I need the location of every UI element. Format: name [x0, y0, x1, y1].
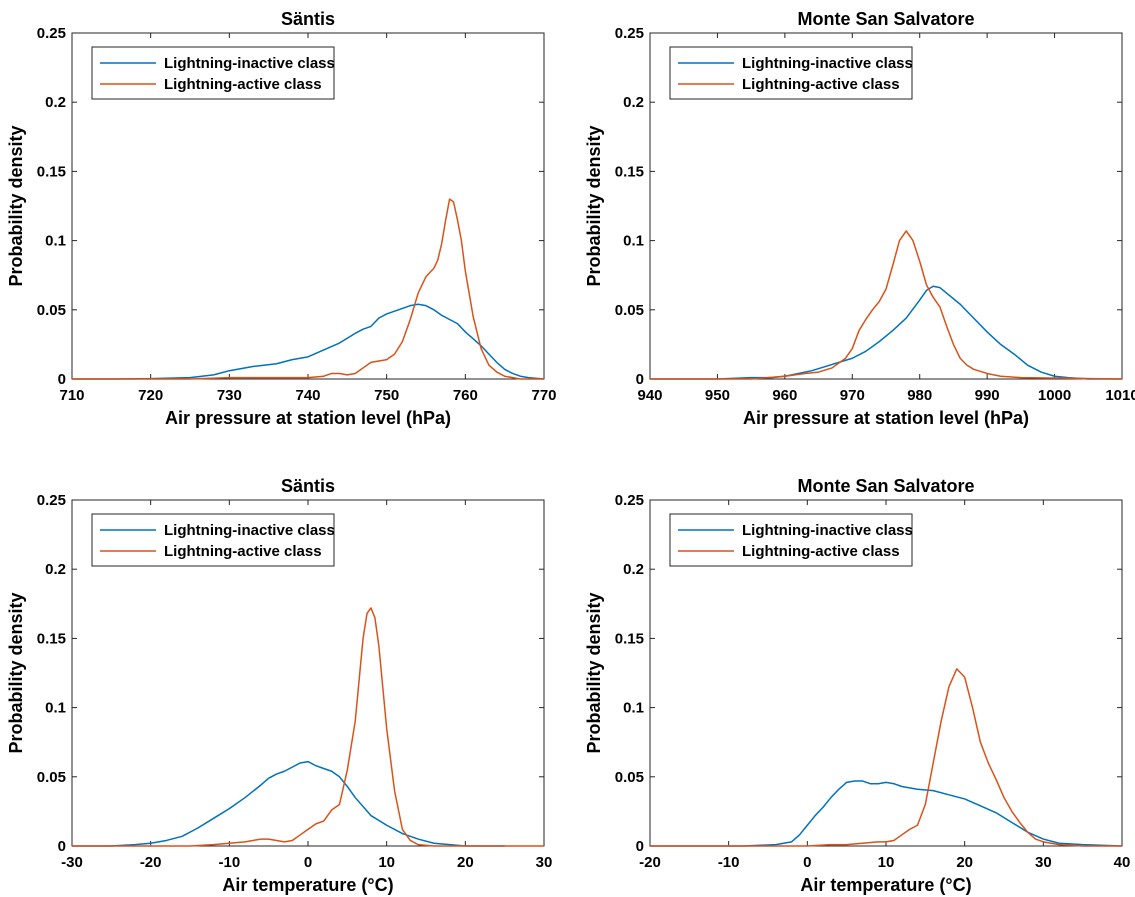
- y-tick-label: 0.25: [37, 25, 66, 42]
- x-tick-label: -10: [718, 854, 740, 871]
- series-line-lightning-active: [650, 668, 1122, 847]
- chart-panel-1: 710 720 730 740 750 760 770 0 0.05 0.1 0.15 0.2 0.25…: [6, 9, 557, 428]
- y-tick-label: 0.1: [45, 233, 66, 250]
- y-tick-label: 0.2: [45, 561, 66, 578]
- x-tick-label: 30: [1035, 854, 1052, 871]
- x-tick-label: 20: [457, 854, 474, 871]
- y-axis-label: Probability density: [584, 125, 604, 286]
- legend-box: [669, 46, 913, 100]
- x-tick-label: 720: [138, 387, 163, 404]
- y-tick-label: 0: [58, 838, 66, 855]
- y-axis-label: Probability density: [584, 592, 604, 753]
- x-tick-label: -30: [61, 854, 83, 871]
- x-tick-label: -20: [639, 854, 661, 871]
- y-axis-label: Probability density: [6, 125, 26, 286]
- legend-entry: Lightning-inactive class: [164, 522, 335, 539]
- legend: Lightning-inactive class Lightning-active…: [91, 513, 335, 567]
- y-tick-label: 0.2: [623, 94, 644, 111]
- legend-box: [669, 513, 913, 567]
- x-tick-label: 710: [59, 387, 84, 404]
- y-tick-label: 0.15: [37, 630, 66, 647]
- chart-title: Monte San Salvatore: [797, 476, 974, 496]
- x-axis-label: Air temperature (°C): [800, 875, 971, 895]
- y-tick-label: 0: [636, 838, 644, 855]
- x-tick-label: 940: [637, 387, 662, 404]
- legend-entry: Lightning-inactive class: [742, 55, 913, 72]
- y-tick-label: 0: [58, 371, 66, 388]
- x-tick-label: 970: [840, 387, 865, 404]
- series-line-lightning-inactive: [650, 780, 1123, 847]
- chart-title: Monte San Salvatore: [797, 9, 974, 29]
- series-line-lightning-active: [72, 607, 544, 847]
- x-tick-label: -20: [140, 854, 162, 871]
- y-tick-label: 0.25: [615, 492, 644, 509]
- legend: Lightning-inactive class Lightning-active…: [669, 513, 913, 567]
- x-tick-label: 40: [1114, 854, 1131, 871]
- legend-entry: Lightning-inactive class: [164, 55, 335, 72]
- chart-panel-2: 940 950 960 970 980 990 1000 1010 0 0.05 0.1 0.15 0.…: [584, 9, 1135, 428]
- series-line-lightning-inactive: [72, 303, 545, 380]
- y-tick-label: 0.05: [37, 769, 66, 786]
- series-line-lightning-inactive: [72, 760, 505, 847]
- x-tick-label: 1010: [1105, 387, 1135, 404]
- chart-panel-4: -20 -10 0 10 20 30 40 0 0.05 0.1 0.15 0.2 0.25 Monte …: [584, 476, 1130, 895]
- x-tick-label: 10: [378, 854, 395, 871]
- y-axis-label: Probability density: [6, 592, 26, 753]
- x-tick-label: 990: [975, 387, 1000, 404]
- y-tick-label: 0.25: [37, 492, 66, 509]
- x-tick-label: 760: [453, 387, 478, 404]
- x-tick-label: 10: [878, 854, 895, 871]
- x-tick-label: 0: [304, 854, 312, 871]
- legend: Lightning-inactive class Lightning-active…: [91, 46, 335, 100]
- y-tick-label: 0: [636, 371, 644, 388]
- legend-entry: Lightning-inactive class: [742, 522, 913, 539]
- y-tick-label: 0.05: [615, 302, 644, 319]
- x-tick-label: 740: [295, 387, 320, 404]
- y-tick-label: 0.15: [37, 163, 66, 180]
- series-line-lightning-active: [650, 230, 1123, 380]
- x-tick-label: -10: [218, 854, 240, 871]
- x-tick-label: 30: [536, 854, 553, 871]
- series-line-lightning-inactive: [650, 285, 1122, 380]
- x-axis-label: Air pressure at station level (hPa): [165, 408, 451, 428]
- y-tick-label: 0.15: [615, 163, 644, 180]
- legend-entry: Lightning-active class: [742, 76, 900, 93]
- x-tick-label: 980: [907, 387, 932, 404]
- x-tick-label: 770: [531, 387, 556, 404]
- y-tick-label: 0.05: [37, 302, 66, 319]
- y-tick-label: 0.1: [623, 700, 644, 717]
- y-tick-label: 0.25: [615, 25, 644, 42]
- chart-panel-3: -30 -20 -10 0 10 20 30 0 0.05 0.1 0.15 0.2 0.25 Sänti…: [6, 476, 552, 895]
- x-axis-label: Air pressure at station level (hPa): [743, 408, 1029, 428]
- y-tick-label: 0.2: [623, 561, 644, 578]
- x-tick-label: 730: [217, 387, 242, 404]
- y-tick-label: 0.05: [615, 769, 644, 786]
- x-axis-label: Air temperature (°C): [222, 875, 393, 895]
- legend: Lightning-inactive class Lightning-active…: [669, 46, 913, 100]
- legend-entry: Lightning-active class: [742, 543, 900, 560]
- y-tick-label: 0.1: [623, 233, 644, 250]
- x-tick-label: 750: [374, 387, 399, 404]
- x-tick-label: 960: [772, 387, 797, 404]
- chart-title: Säntis: [281, 476, 335, 496]
- y-tick-label: 0.15: [615, 630, 644, 647]
- chart-title: Säntis: [281, 9, 335, 29]
- x-tick-label: 1000: [1038, 387, 1071, 404]
- x-tick-label: 0: [803, 854, 811, 871]
- y-tick-label: 0.1: [45, 700, 66, 717]
- y-tick-label: 0.2: [45, 94, 66, 111]
- legend-entry: Lightning-active class: [164, 76, 322, 93]
- legend-box: [91, 46, 335, 100]
- x-tick-label: 20: [956, 854, 973, 871]
- series-line-lightning-active: [72, 198, 544, 380]
- legend-box: [91, 513, 335, 567]
- legend-entry: Lightning-active class: [164, 543, 322, 560]
- x-tick-label: 950: [705, 387, 730, 404]
